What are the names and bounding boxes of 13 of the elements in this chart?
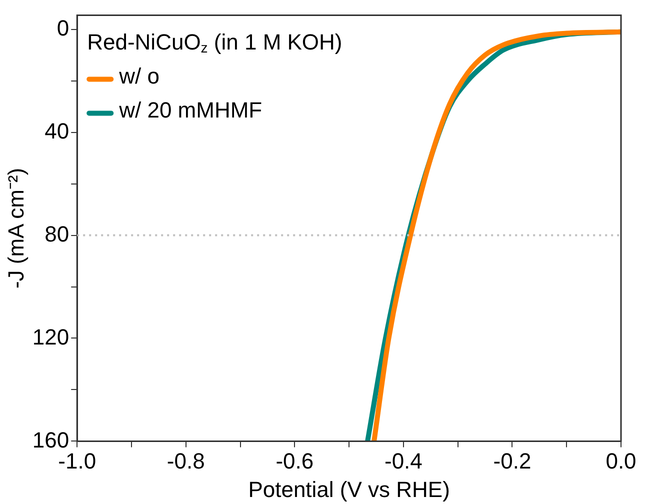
y-tick-label: 0: [56, 15, 70, 40]
x-tick-label: -0.6: [276, 448, 314, 474]
x-axis-title: Potential (V vs RHE): [248, 476, 450, 502]
y-axis-title: -J (mA cm⁻²): [3, 168, 28, 289]
y-tick-label: 80: [44, 221, 70, 246]
x-tick-label: 0.0: [606, 448, 636, 474]
y-tick-label: 120: [32, 324, 70, 350]
legend-label: w/ 20 mMHMF: [118, 97, 262, 122]
y-tick-label: 40: [44, 118, 70, 144]
x-tick-label: -0.4: [384, 448, 422, 474]
legend-label: w/ o: [118, 63, 160, 88]
x-tick-label: -0.2: [493, 448, 532, 474]
x-tick-label: -0.8: [166, 448, 205, 474]
